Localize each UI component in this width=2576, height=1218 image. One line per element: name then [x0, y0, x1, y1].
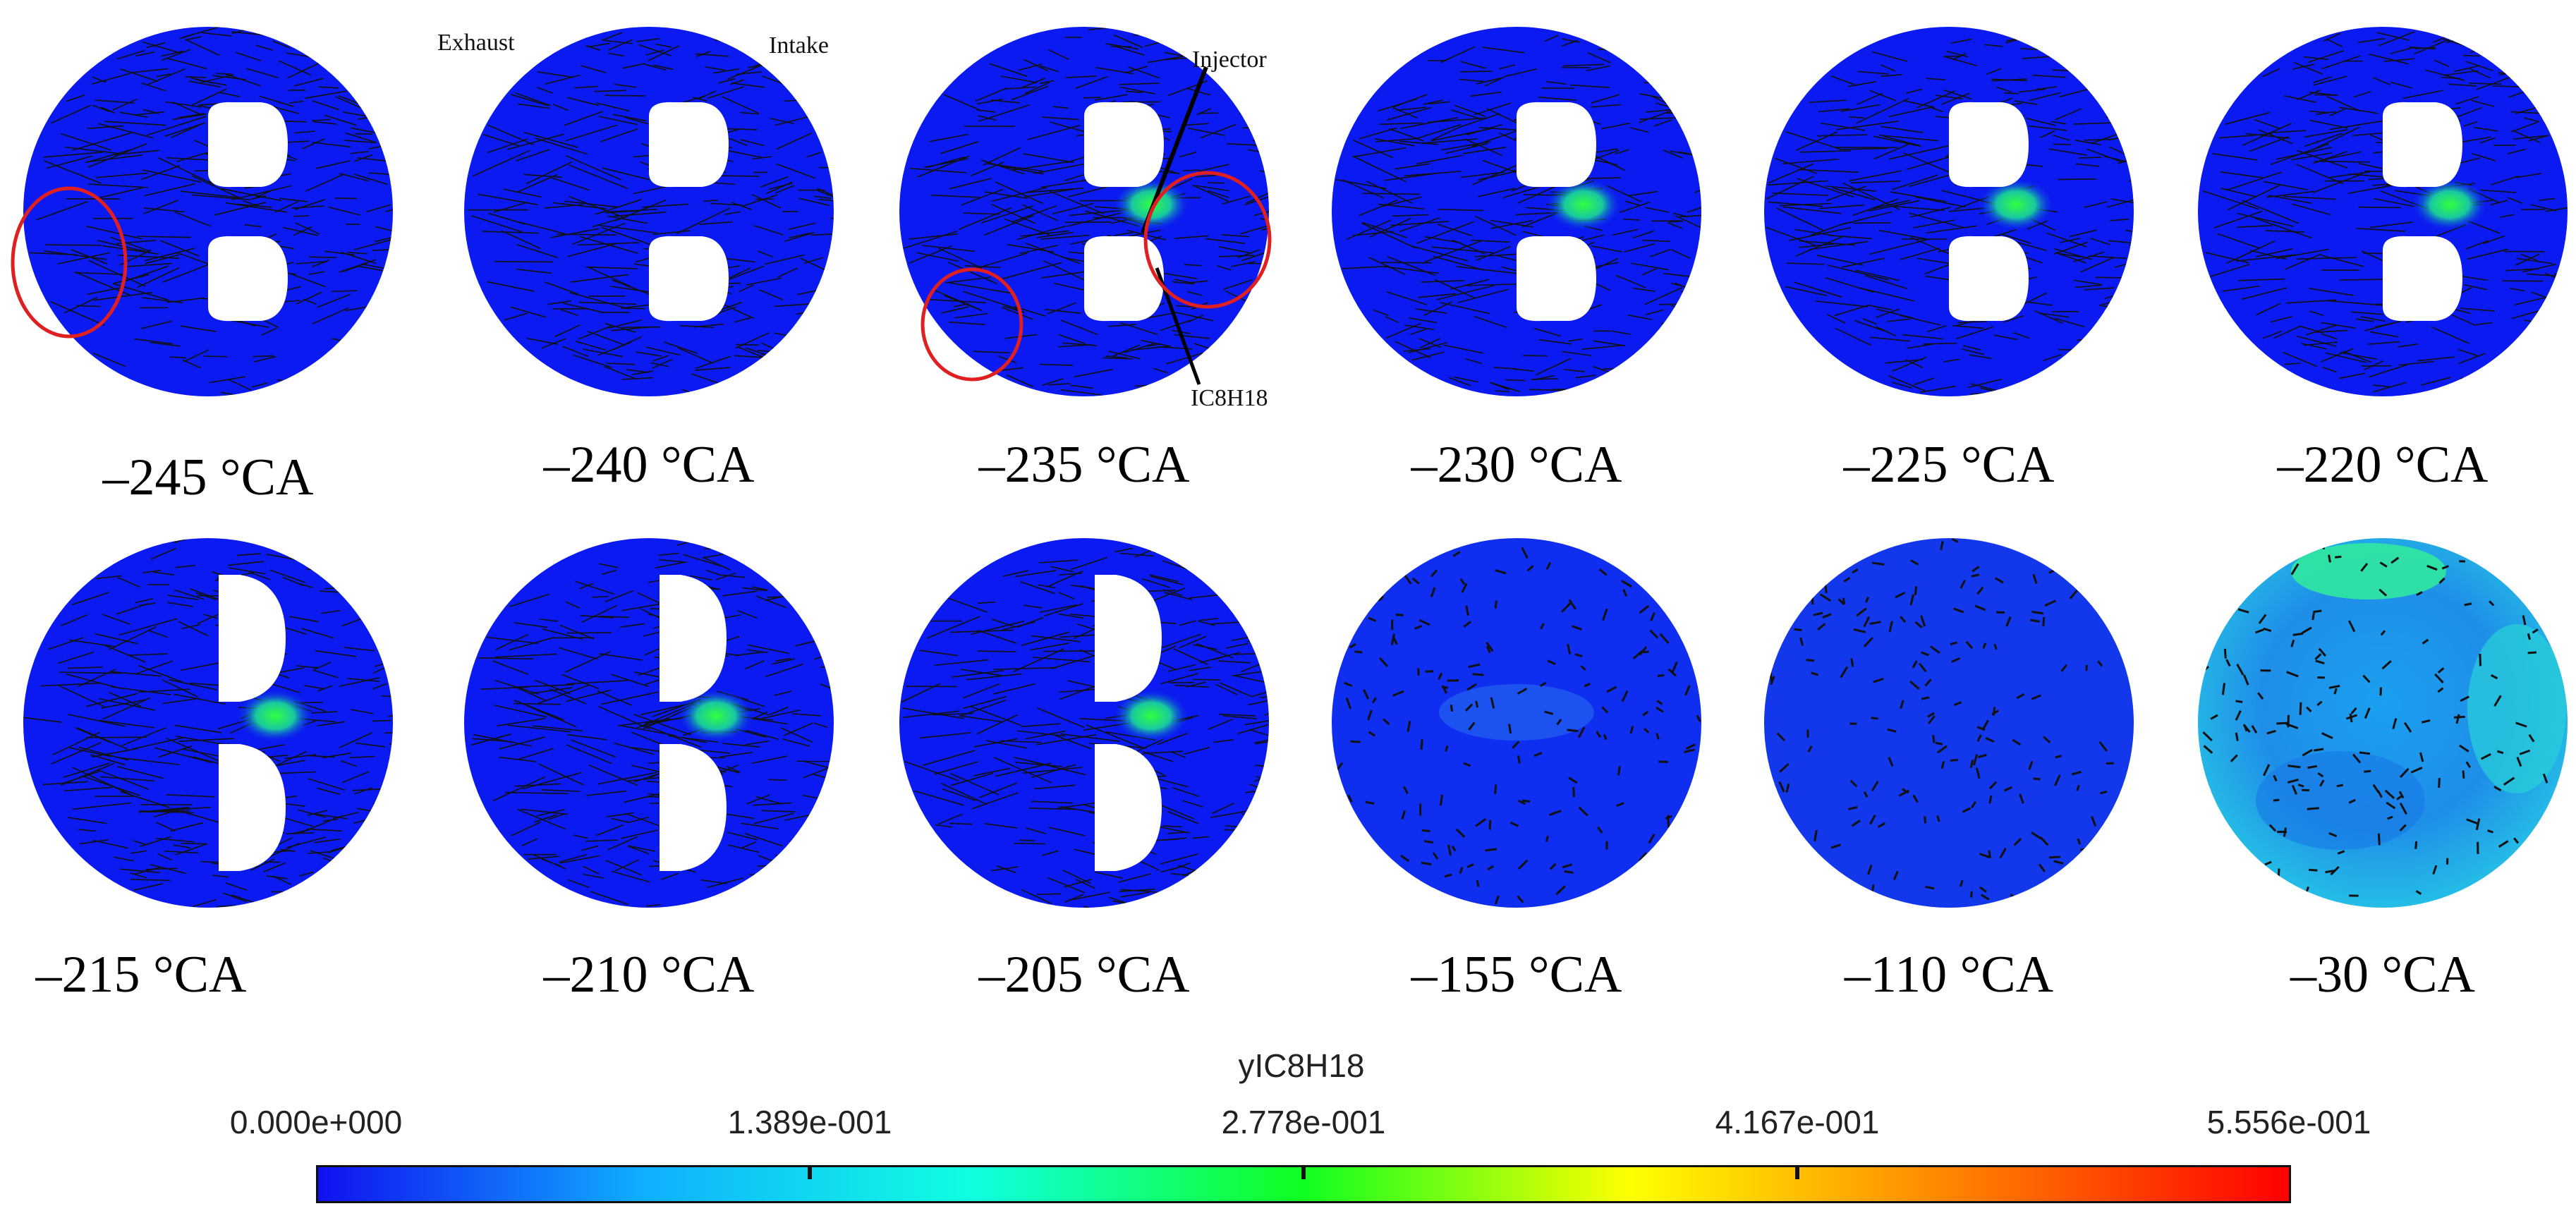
- fuel-spray: [1112, 689, 1190, 743]
- crank-angle-label: –205 °CA: [978, 946, 1190, 1004]
- crank-angle-label: –225 °CA: [1843, 436, 2055, 494]
- cylinder-panel: [464, 27, 834, 396]
- highlight-ellipse: [1143, 171, 1272, 309]
- valve-cutout: [1084, 102, 1164, 188]
- crank-angle-label: –110 °CA: [1844, 946, 2054, 1004]
- cylinder-disk: [899, 27, 1269, 396]
- cylinder-panel: [1332, 27, 1701, 396]
- velocity-vectors: [2202, 541, 2548, 899]
- crank-angle-label: –215 °CA: [35, 946, 247, 1004]
- fuel-spray: [236, 689, 314, 743]
- cylinder-panel: [23, 538, 393, 908]
- valve-cutout: [660, 744, 727, 871]
- valve-cutout: [219, 744, 286, 871]
- cylinder-disk: [2198, 27, 2568, 396]
- injector-label: Injector: [1192, 47, 1267, 73]
- colorbar-tick-label: 4.167e-001: [1715, 1104, 1880, 1140]
- crank-angle-label: –155 °CA: [1411, 946, 1622, 1004]
- valve-cutout: [1517, 236, 1596, 322]
- fuel-spray: [1977, 178, 2055, 231]
- valve-cutout: [649, 236, 729, 322]
- species-label: IC8H18: [1191, 385, 1268, 411]
- cylinder-panel: [899, 538, 1269, 908]
- fuel-spray: [2411, 178, 2489, 231]
- cylinder-panel: [2198, 538, 2568, 908]
- fuel-spray: [1112, 178, 1190, 231]
- valve-cutout: [1095, 575, 1162, 702]
- fuel-spray: [677, 689, 755, 743]
- crank-angle-label: –240 °CA: [543, 436, 755, 494]
- cylinder-panel: [464, 538, 834, 908]
- valve-cutout: [219, 575, 286, 702]
- crank-angle-label: –220 °CA: [2277, 436, 2489, 494]
- crank-angle-label: –245 °CA: [102, 449, 314, 506]
- cylinder-panel: [2198, 27, 2568, 396]
- exhaust-label: Exhaust: [437, 30, 515, 56]
- cylinder-panel: [1764, 27, 2134, 396]
- valve-cutout: [1095, 744, 1162, 871]
- fuel-spray: [1545, 178, 1622, 231]
- highlight-ellipse: [11, 186, 128, 339]
- valve-cutout: [660, 575, 727, 702]
- colorbar-tick-label: 1.389e-001: [727, 1104, 892, 1140]
- valve-cutout: [1949, 236, 2029, 322]
- crank-angle-label: –210 °CA: [543, 946, 755, 1004]
- cylinder-panel: [1764, 538, 2134, 908]
- velocity-vectors: [1769, 538, 2114, 901]
- cylinder-panel: [23, 27, 393, 396]
- valve-cutout: [1949, 102, 2029, 188]
- cylinder-disk: [464, 27, 834, 396]
- colorbar-tick: [808, 1165, 812, 1179]
- highlight-ellipse: [921, 267, 1023, 382]
- crank-angle-label: –235 °CA: [978, 436, 1190, 494]
- crank-angle-label: –230 °CA: [1411, 436, 1622, 494]
- crank-angle-label: –30 °CA: [2290, 946, 2475, 1004]
- cylinder-panel: [899, 27, 1269, 396]
- cylinder-disk: [1764, 538, 2134, 908]
- colorbar-title: yIC8H18: [1238, 1047, 1365, 1084]
- colorbar-tick-label: 2.778e-001: [1221, 1104, 1386, 1140]
- colorbar-tick: [1301, 1165, 1306, 1179]
- valve-cutout: [649, 102, 729, 188]
- intake-label: Intake: [769, 32, 829, 59]
- valve-cutout: [2383, 102, 2462, 188]
- cylinder-disk: [23, 538, 393, 908]
- colorbar-tick-label: 5.556e-001: [2206, 1104, 2371, 1140]
- valve-cutout: [1084, 236, 1164, 322]
- valve-cutout: [2383, 236, 2462, 322]
- colorbar-tick-label: 0.000e+000: [229, 1104, 403, 1140]
- valve-cutout: [208, 102, 288, 188]
- valve-cutout: [208, 236, 288, 322]
- cylinder-panel: [1332, 538, 1701, 908]
- velocity-vectors: [1334, 547, 1701, 905]
- valve-cutout: [1517, 102, 1596, 188]
- colorbar-tick: [1795, 1165, 1799, 1179]
